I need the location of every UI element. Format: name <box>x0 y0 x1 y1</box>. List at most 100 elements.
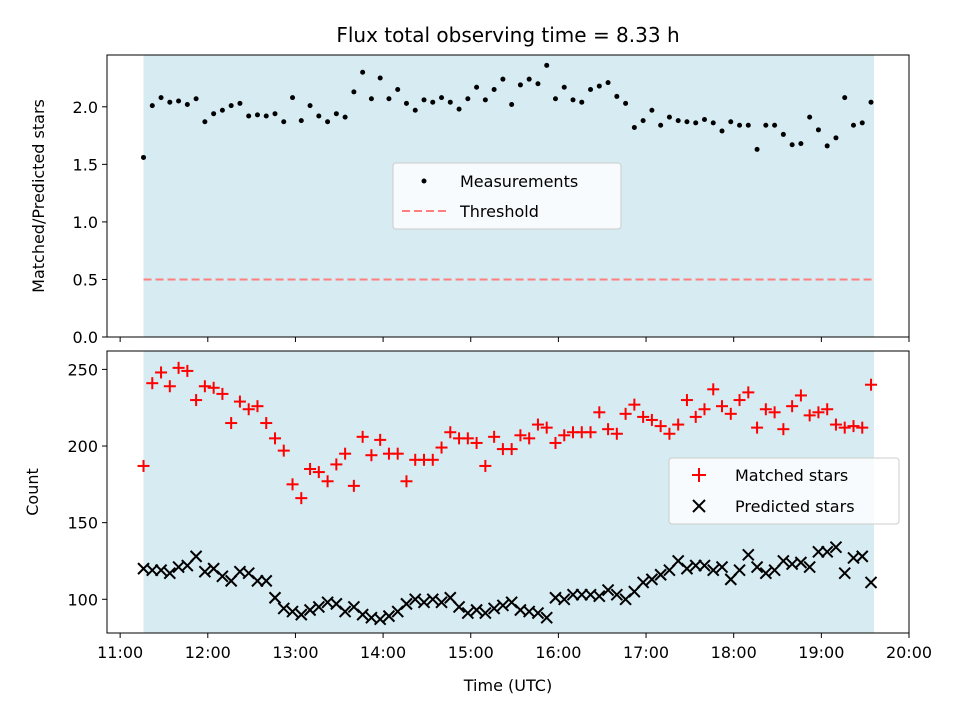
x-tick-label: 18:00 <box>711 643 757 662</box>
top-x-ticks <box>119 337 910 342</box>
x-tick-label: 17:00 <box>623 643 669 662</box>
top-legend-box <box>392 162 622 230</box>
predicted-star-point <box>216 570 229 583</box>
measurement-point <box>202 119 208 125</box>
predicted-star-point <box>680 562 694 575</box>
measurement-point <box>386 96 392 102</box>
legend-matched-marker <box>692 468 706 482</box>
measurement-point <box>666 114 672 120</box>
matched-star-point <box>190 394 203 407</box>
predicted-star-point <box>777 554 790 568</box>
matched-star-point <box>321 475 334 488</box>
matched-star-point <box>663 427 676 440</box>
matched-star-point <box>654 420 667 433</box>
matched-star-point <box>540 421 553 434</box>
measurement-point <box>833 135 839 141</box>
matched-star-point <box>391 447 404 460</box>
measurement-point <box>167 99 173 105</box>
matched-star-point <box>172 361 185 374</box>
matched-star-point <box>461 432 474 445</box>
matched-star-point <box>277 444 290 457</box>
predicted-star-point <box>601 583 615 597</box>
matched-star-point <box>216 387 229 400</box>
predicted-star-point <box>461 606 475 620</box>
measurement-point <box>526 76 532 82</box>
measurement-point <box>649 107 655 113</box>
measurement-point <box>605 80 611 86</box>
measurement-point <box>307 103 313 109</box>
predicted-star-point <box>654 568 667 581</box>
measurement-point <box>141 154 147 160</box>
measurement-point <box>211 111 217 117</box>
measurement-point <box>342 114 348 120</box>
predicted-star-point <box>838 567 851 580</box>
matched-star-point <box>347 479 360 492</box>
measurement-point <box>579 99 585 105</box>
predicted-star-point <box>820 545 834 558</box>
measurement-point <box>701 116 707 122</box>
predicted-star-point <box>487 602 501 615</box>
measurement-point <box>158 95 164 101</box>
measurement-point <box>561 84 567 90</box>
matched-star-point <box>155 366 168 379</box>
measurement-point <box>509 101 515 107</box>
matched-star-point <box>198 380 211 393</box>
predicted-star-point <box>698 559 711 572</box>
matched-star-point <box>751 421 764 434</box>
bottom-y-tick-label: 250 <box>67 360 98 379</box>
bottom-y-tick-label: 150 <box>67 514 98 533</box>
measurement-point <box>368 96 374 102</box>
predicted-star-point <box>689 559 702 572</box>
predicted-star-point <box>435 596 448 609</box>
top-legend: Measurements Threshold <box>392 162 622 230</box>
measurement-point <box>763 122 769 128</box>
measurement-point <box>824 143 830 149</box>
predicted-star-point <box>268 591 282 604</box>
matched-star-point <box>716 400 729 413</box>
matched-star-point <box>724 407 737 420</box>
matched-star-point <box>181 364 194 377</box>
matched-star-point <box>865 378 878 391</box>
top-y-tick-label: 1.5 <box>73 155 98 174</box>
predicted-star-point <box>742 548 755 562</box>
predicted-star-point <box>540 611 553 624</box>
top-y-tick-label: 1.0 <box>73 213 98 232</box>
matched-star-point <box>698 403 711 416</box>
measurement-point <box>360 69 366 75</box>
matched-star-point <box>707 383 720 396</box>
measurement-point <box>710 120 716 126</box>
chart-title: Flux total observing time = 8.33 h <box>336 23 679 47</box>
matched-star-point <box>295 492 308 505</box>
predicted-star-point <box>645 573 659 586</box>
matched-star-point <box>251 400 264 413</box>
predicted-star-point <box>733 563 746 577</box>
matched-star-point <box>602 423 615 436</box>
matched-star-point <box>768 406 781 419</box>
x-tick-label: 19:00 <box>798 643 844 662</box>
bottom-axes-frame <box>106 350 910 634</box>
measurement-point <box>614 93 620 99</box>
matched-star-point <box>286 478 299 491</box>
matched-star-point <box>680 394 693 407</box>
matched-star-point <box>225 417 238 430</box>
measurement-point <box>246 113 252 119</box>
predicted-star-point <box>575 588 588 601</box>
measurement-point <box>465 96 471 102</box>
measurement-point <box>482 97 488 103</box>
matched-star-point <box>821 403 834 416</box>
matched-star-point <box>733 394 746 407</box>
predicted-star-point <box>715 560 729 574</box>
matched-star-point <box>812 406 825 419</box>
measurement-point <box>789 142 795 148</box>
predicted-star-point <box>189 550 203 563</box>
predicted-star-point <box>829 540 843 554</box>
top-y-tick-label: 0.0 <box>73 328 98 347</box>
measurement-point <box>421 97 427 103</box>
predicted-star-point <box>531 606 545 620</box>
matched-star-point <box>558 429 571 442</box>
matched-star-point <box>488 430 501 443</box>
matched-star-point <box>549 436 562 449</box>
legend-measurement-marker <box>421 178 427 184</box>
measurement-point <box>798 141 804 147</box>
predicted-star-point <box>277 602 290 615</box>
